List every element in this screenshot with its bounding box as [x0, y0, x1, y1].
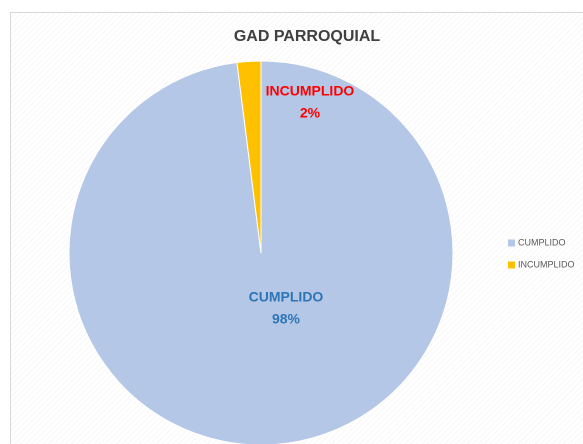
data-label-value: 2%: [300, 105, 321, 121]
data-label-category: INCUMPLIDO: [266, 83, 355, 99]
legend-label: CUMPLIDO: [518, 237, 566, 247]
legend-swatch: [508, 239, 515, 247]
legend-swatch: [508, 261, 515, 269]
data-label-value: 98%: [272, 311, 301, 327]
data-label-category: CUMPLIDO: [249, 289, 324, 305]
legend-label: INCUMPLIDO: [518, 259, 575, 269]
pie-slice: [68, 60, 454, 444]
pie-slice: [236, 60, 262, 254]
chart-title: GAD PARROQUIAL: [234, 28, 381, 45]
